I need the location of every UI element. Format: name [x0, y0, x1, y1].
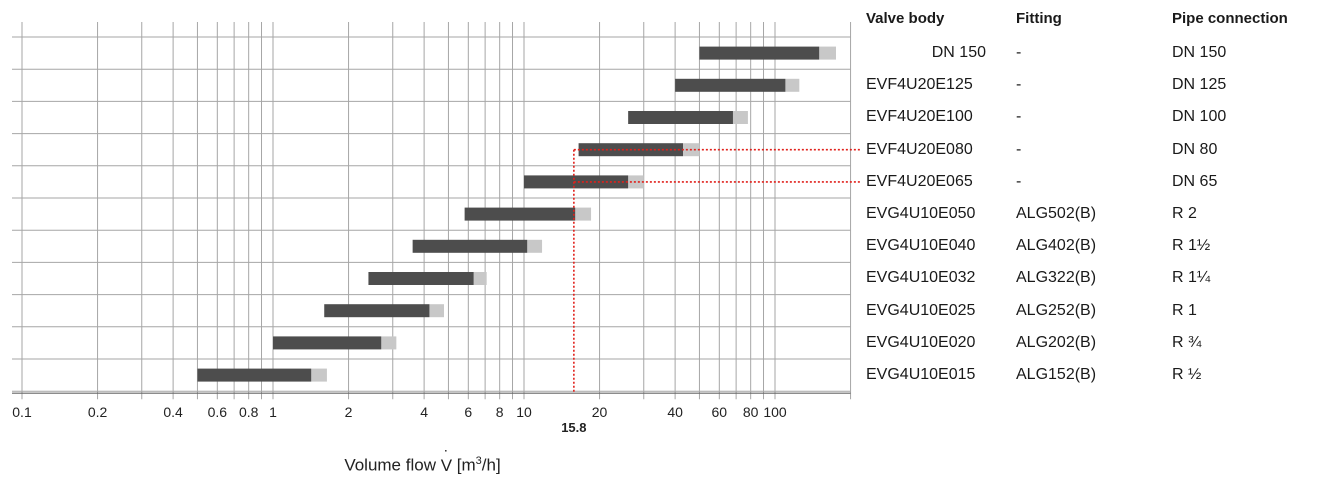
fitting-cell: ALG322(B) [1016, 269, 1097, 286]
pipe-connection-cell: R 1½ [1172, 237, 1211, 254]
fitting-cell: ALG252(B) [1016, 302, 1097, 319]
highlight-value-label: 15.8 [561, 420, 586, 435]
range-bar [412, 239, 528, 253]
valve-body-cell: EVG4U10E015 [866, 366, 976, 383]
range-bar-extension [527, 239, 543, 253]
x-tick-label: 4 [420, 404, 428, 420]
valve-body-cell: EVG4U10E025 [866, 302, 976, 319]
pipe-connection-cell: DN 100 [1172, 108, 1227, 125]
fitting-cell: ALG152(B) [1016, 366, 1097, 383]
range-bar-extension [628, 175, 644, 189]
pipe-connection-cell: R 2 [1172, 205, 1197, 222]
range-bar [324, 304, 430, 318]
x-tick-label: 2 [345, 404, 353, 420]
x-tick-label: 40 [667, 404, 683, 420]
header-pipe-connection: Pipe connection [1172, 10, 1288, 27]
valve-body-cell: EVG4U10E050 [866, 205, 976, 222]
fitting-cell: ALG502(B) [1016, 205, 1097, 222]
pipe-connection-cell: DN 150 [1172, 44, 1227, 61]
x-axis-title-text: Volume flow [344, 455, 441, 475]
x-tick-label: 0.4 [163, 404, 183, 420]
valve-body-cell: EVF4U20E125 [866, 76, 973, 93]
x-tick-label: 20 [592, 404, 608, 420]
range-bar-extension [429, 304, 444, 318]
range-bar-extension [575, 207, 592, 221]
header-fitting: Fitting [1016, 10, 1062, 27]
header-valve-body: Valve body [866, 10, 945, 27]
pipe-connection-cell: R ¾ [1172, 334, 1202, 351]
fitting-cell: - [1016, 44, 1022, 61]
pipe-connection-cell: R 1¼ [1172, 269, 1211, 286]
range-bar [464, 207, 576, 221]
x-tick-label: 0.1 [12, 404, 32, 420]
fitting-cell: - [1016, 76, 1022, 93]
range-bar [368, 272, 474, 285]
x-axis-title: Volume flow V [m3/h] [200, 447, 645, 476]
x-tick-label: 10 [516, 404, 532, 420]
range-bar-extension [819, 46, 837, 60]
range-bar-extension [311, 368, 327, 382]
pipe-connection-cell: R 1 [1172, 302, 1197, 319]
x-tick-label: 0.8 [239, 404, 259, 420]
valve-body-cell: EVF4U20E100 [866, 108, 973, 125]
fitting-cell: - [1016, 173, 1022, 190]
valve-body-cell: EVG4U10E020 [866, 334, 976, 351]
x-tick-label: 8 [496, 404, 504, 420]
x-tick-label: 0.2 [88, 404, 108, 420]
valve-body-cell: EVG4U10E040 [866, 237, 976, 254]
valve-body-cell: EVF4U20E080 [866, 141, 973, 158]
pipe-connection-cell: DN 65 [1172, 173, 1218, 190]
valve-body-cell: EVG4U10E032 [866, 269, 976, 286]
range-bar [524, 175, 629, 189]
range-bar [628, 111, 733, 124]
x-tick-label: 6 [464, 404, 472, 420]
x-tick-label: 80 [743, 404, 759, 420]
flow-range-chart: 0.1 0.2 0.4 0.6 0.8 1 2 4 6 8 10 20 40 60 80 100 15.8 [12, 22, 860, 435]
range-bar [197, 368, 312, 382]
pipe-connection-cell: DN 125 [1172, 76, 1227, 93]
range-bar [675, 78, 786, 92]
x-tick-label: 1 [269, 404, 277, 420]
x-tick-label: 0.6 [208, 404, 228, 420]
x-axis-title-unit-close: /h] [481, 455, 501, 475]
range-bar-extension [381, 336, 397, 350]
x-axis-title-symbol: V [441, 447, 452, 476]
x-axis-title-unit-open: [m [452, 455, 476, 475]
range-bar-extension [732, 111, 748, 124]
range-bar [273, 336, 382, 350]
range-bar-extension [473, 272, 487, 285]
x-tick-label: 60 [712, 404, 728, 420]
fitting-cell: - [1016, 141, 1022, 158]
pipe-connection-cell: DN 80 [1172, 141, 1218, 158]
x-tick-label: 100 [763, 404, 787, 420]
valve-body-cell: EVF4U20E065 [866, 173, 973, 190]
fitting-cell: - [1016, 108, 1022, 125]
fitting-cell: ALG402(B) [1016, 237, 1097, 254]
x-axis-title-unit-exp: 3 [475, 455, 482, 467]
valve-body-cell: DN 150 [931, 44, 986, 61]
range-bar [699, 46, 820, 60]
range-bar-extension [785, 78, 800, 92]
fitting-cell: ALG202(B) [1016, 334, 1097, 351]
pipe-connection-cell: R ½ [1172, 366, 1202, 383]
